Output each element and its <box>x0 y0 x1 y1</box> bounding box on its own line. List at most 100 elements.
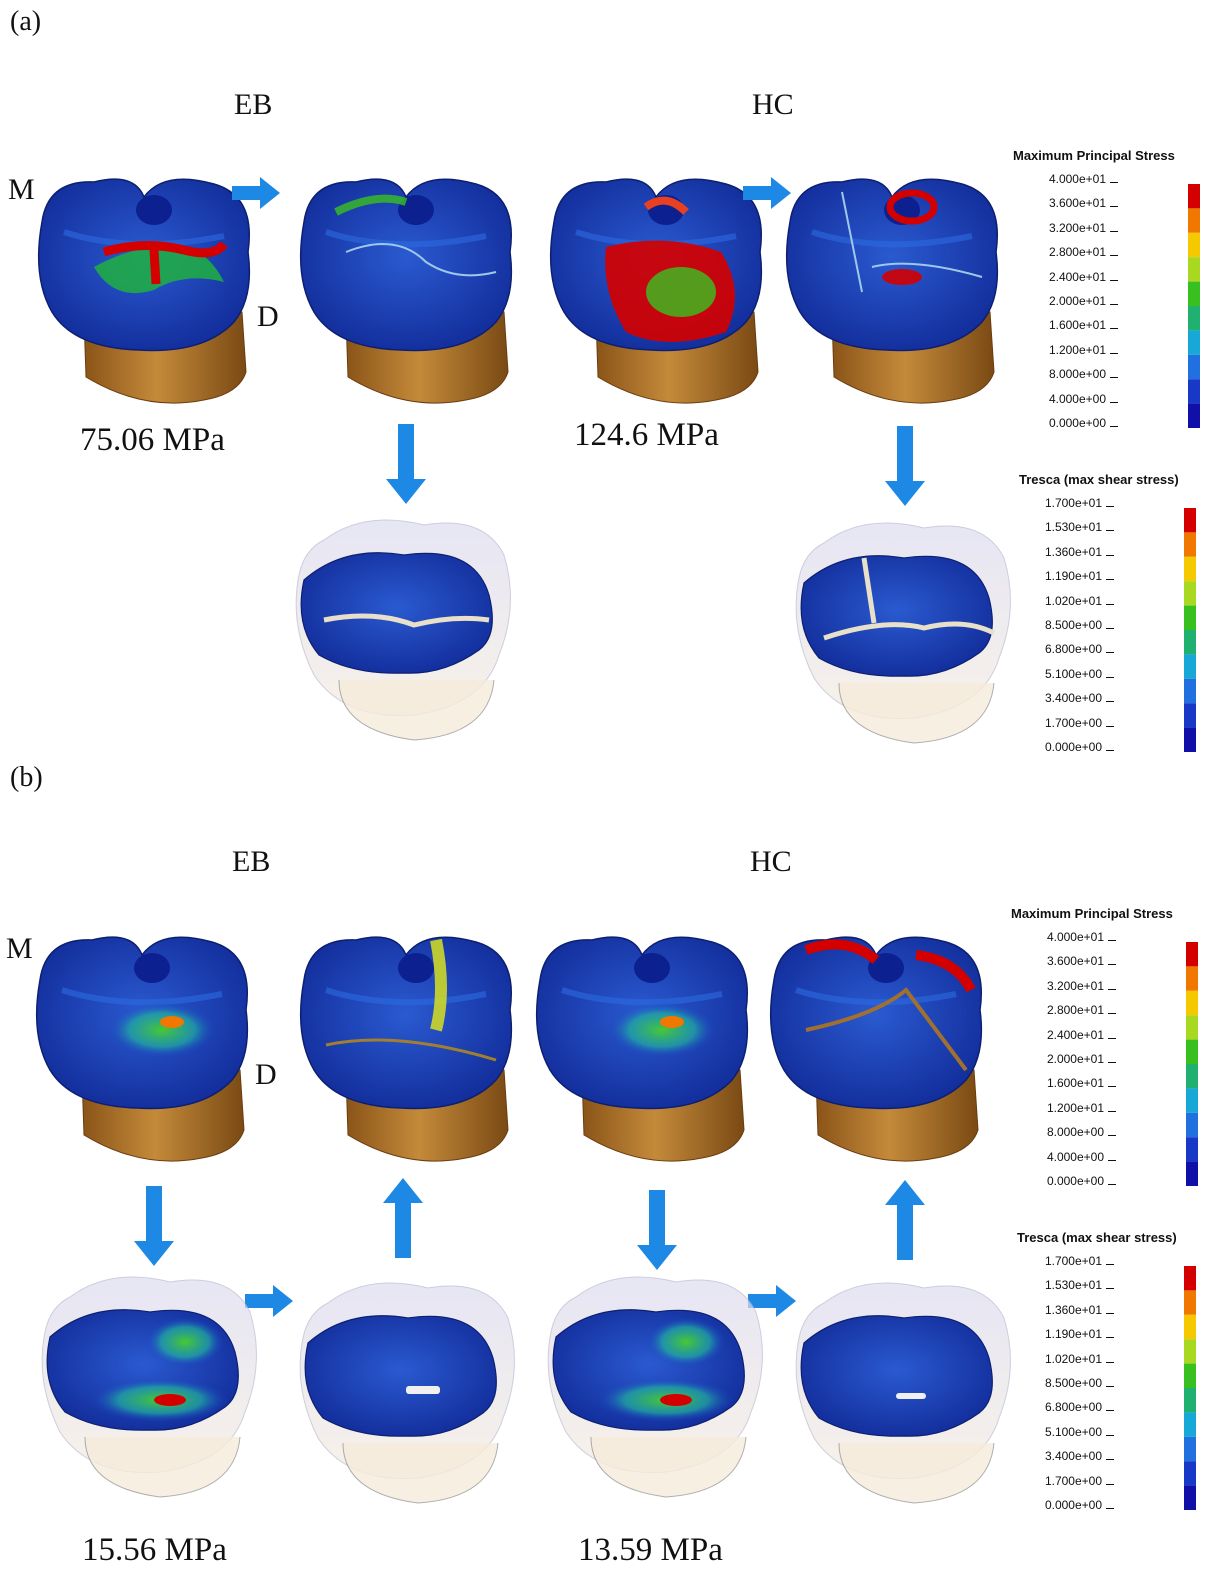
group-label-b-eb: EB <box>232 845 271 878</box>
legend-a-tresca-swatch <box>1184 508 1196 533</box>
legend-a-principal-swatch <box>1188 184 1200 209</box>
legend-a-tresca-swatch <box>1184 654 1196 679</box>
legend-a-tresca-tick: 1.020e+01 <box>1030 594 1114 608</box>
legend-b-tresca-tick: 0.000e+00 <box>1030 1498 1114 1512</box>
arrow-down-a-eb <box>386 424 426 504</box>
legend-b-principal-swatch <box>1186 966 1198 991</box>
legend-b-tresca-tick: 5.100e+00 <box>1030 1425 1114 1439</box>
legend-a-tresca-swatch <box>1184 605 1196 630</box>
legend-b-principal-swatch <box>1186 990 1198 1016</box>
orientation-mesial-b: M <box>6 932 33 965</box>
legend-a-tresca-tick: 5.100e+00 <box>1030 667 1114 681</box>
legend-a-principal-tick: 8.000e+00 <box>1034 367 1118 381</box>
legend-a-principal-swatch <box>1188 232 1200 258</box>
legend-a-tresca-swatch <box>1184 727 1196 752</box>
legend-b-principal-swatch <box>1186 1161 1198 1186</box>
legend-a-principal-tick: 1.600e+01 <box>1034 318 1118 332</box>
dentin-b-eb-initial <box>41 1276 258 1498</box>
legend-b-tresca-swatch <box>1184 1266 1196 1291</box>
legend-a-tresca-tick: 1.190e+01 <box>1030 569 1114 583</box>
tooth-a-hc-initial <box>551 179 762 403</box>
legend-a-tresca-tick: 3.400e+00 <box>1030 691 1114 705</box>
legend-a-principal-tick: 2.800e+01 <box>1034 245 1118 259</box>
tooth-b-hc-initial <box>537 937 748 1161</box>
legend-a-tresca-tick: 1.530e+01 <box>1030 520 1114 534</box>
legend-b-principal-tick: 2.400e+01 <box>1032 1028 1116 1042</box>
stress-value-a-hc: 124.6 MPa <box>574 417 719 453</box>
legend-b-tresca-tick: 6.800e+00 <box>1030 1400 1114 1414</box>
legend-b-principal-tick: 4.000e+01 <box>1032 930 1116 944</box>
legend-a-tresca-title: Tresca (max shear stress) <box>1019 472 1179 487</box>
dentin-b-eb-fractured <box>299 1282 516 1504</box>
legend-b-principal-tick: 8.000e+00 <box>1032 1125 1116 1139</box>
legend-b-principal-swatch <box>1186 1039 1198 1064</box>
legend-a-principal-tick: 4.000e+01 <box>1034 172 1118 186</box>
legend-b-tresca-swatch <box>1184 1314 1196 1340</box>
legend-b-principal-swatch <box>1186 1112 1198 1138</box>
orientation-distal-a: D <box>257 300 279 333</box>
legend-a-principal-tick: 2.400e+01 <box>1034 270 1118 284</box>
tooth-a-hc-fractured <box>787 179 998 403</box>
arrow-down-b-hc <box>637 1190 677 1270</box>
legend-b-tresca-swatch <box>1184 1339 1196 1364</box>
dentin-a-eb-fractured <box>295 519 512 741</box>
legend-a-tresca-tick: 6.800e+00 <box>1030 642 1114 656</box>
legend-a-tresca-tick: 1.700e+01 <box>1030 496 1114 510</box>
legend-b-tresca-tick: 1.020e+01 <box>1030 1352 1114 1366</box>
legend-a-principal-tick: 1.200e+01 <box>1034 343 1118 357</box>
legend-a-tresca-tick: 1.360e+01 <box>1030 545 1114 559</box>
legend-a-principal-tick: 0.000e+00 <box>1034 416 1118 430</box>
legend-a-tresca-swatch <box>1184 581 1196 606</box>
group-label-a-eb: EB <box>234 88 273 121</box>
legend-b-tresca-tick: 8.500e+00 <box>1030 1376 1114 1390</box>
legend-b-tresca-swatch <box>1184 1436 1196 1462</box>
dentin-b-hc-initial <box>547 1276 764 1498</box>
arrow-down-b-eb <box>134 1186 174 1266</box>
legend-a-tresca-swatch <box>1184 532 1196 557</box>
legend-b-principal-tick: 2.000e+01 <box>1032 1052 1116 1066</box>
legend-b-principal-tick: 4.000e+00 <box>1032 1150 1116 1164</box>
orientation-mesial-a: M <box>8 173 35 206</box>
legend-b-principal-swatch <box>1186 1064 1198 1089</box>
panel-label-a: (a) <box>10 6 42 37</box>
legend-b-tresca-swatch <box>1184 1485 1196 1510</box>
legend-b-tresca-swatch <box>1184 1412 1196 1437</box>
legend-a-principal-swatch <box>1188 379 1200 404</box>
tooth-a-eb-initial <box>39 179 250 403</box>
legend-b-tresca-swatch <box>1184 1388 1196 1413</box>
arrow-right-b-eb <box>245 1285 293 1317</box>
legend-a-principal-swatch <box>1188 306 1200 331</box>
legend-b-tresca-title: Tresca (max shear stress) <box>1017 1230 1177 1245</box>
legend-b-principal-swatch <box>1186 1088 1198 1113</box>
arrow-up-b-hc <box>885 1180 925 1260</box>
legend-b-principal-tick: 1.200e+01 <box>1032 1101 1116 1115</box>
panel-label-b: (b) <box>10 762 43 793</box>
legend-a-principal-tick: 3.200e+01 <box>1034 221 1118 235</box>
legend-b-tresca-tick: 1.530e+01 <box>1030 1278 1114 1292</box>
legend-b-principal-swatch <box>1186 942 1198 967</box>
legend-b-principal-swatch <box>1186 1137 1198 1162</box>
legend-a-tresca-tick: 1.700e+00 <box>1030 716 1114 730</box>
legend-a-tresca-tick: 0.000e+00 <box>1030 740 1114 754</box>
group-label-a-hc: HC <box>752 88 794 121</box>
stress-value-b-eb: 15.56 MPa <box>82 1532 227 1568</box>
legend-a-principal-swatch <box>1188 330 1200 355</box>
group-label-b-hc: HC <box>750 845 792 878</box>
arrow-down-a-hc <box>885 426 925 506</box>
legend-b-tresca-tick: 1.700e+01 <box>1030 1254 1114 1268</box>
legend-b-principal-tick: 3.200e+01 <box>1032 979 1116 993</box>
legend-b-tresca-tick: 1.190e+01 <box>1030 1327 1114 1341</box>
legend-b-principal-tick: 3.600e+01 <box>1032 954 1116 968</box>
legend-b-principal-tick: 1.600e+01 <box>1032 1076 1116 1090</box>
legend-a-tresca-tick: 8.500e+00 <box>1030 618 1114 632</box>
legend-a-principal-tick: 3.600e+01 <box>1034 196 1118 210</box>
legend-a-tresca-swatch <box>1184 556 1196 582</box>
legend-a-tresca-swatch <box>1184 703 1196 728</box>
legend-b-principal-tick: 2.800e+01 <box>1032 1003 1116 1017</box>
legend-a-principal-tick: 4.000e+00 <box>1034 392 1118 406</box>
arrow-up-b-eb <box>383 1178 423 1258</box>
legend-b-tresca-tick: 1.700e+00 <box>1030 1474 1114 1488</box>
legend-a-principal-swatch <box>1188 208 1200 233</box>
